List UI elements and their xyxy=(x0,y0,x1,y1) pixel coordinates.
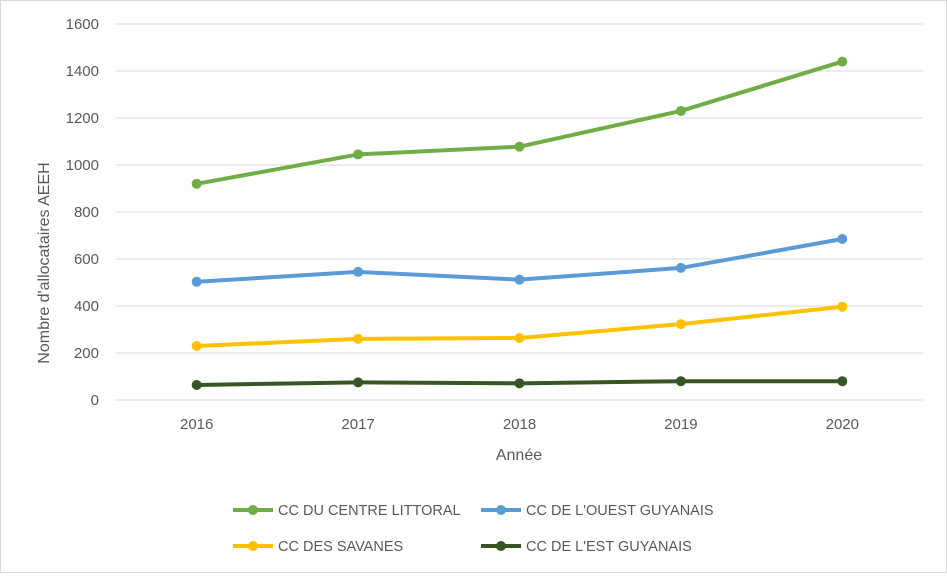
y-tick-label: 1600 xyxy=(66,16,99,33)
y-tick-label: 0 xyxy=(91,392,99,409)
y-tick-label: 1400 xyxy=(66,63,99,80)
series-2 xyxy=(191,234,848,287)
series-3 xyxy=(191,301,848,351)
x-tick-label: 2016 xyxy=(180,416,213,433)
data-point xyxy=(514,141,525,152)
x-tick-label: 2017 xyxy=(341,416,374,433)
data-point xyxy=(514,378,525,389)
series-4 xyxy=(191,376,848,390)
data-point xyxy=(675,262,686,273)
data-point xyxy=(837,56,848,67)
y-axis-title: Nombre d'allocataires AEEH xyxy=(36,162,53,363)
legend-item: CC DE L'OUEST GUYANAIS xyxy=(481,503,714,519)
legend-swatch-marker xyxy=(248,541,258,551)
y-tick-label: 1000 xyxy=(66,157,99,174)
y-tick-label: 400 xyxy=(74,298,99,315)
data-point xyxy=(514,274,525,285)
data-point xyxy=(675,105,686,116)
y-tick-label: 1200 xyxy=(66,110,99,127)
data-point xyxy=(191,178,202,189)
y-tick-label: 200 xyxy=(74,345,99,362)
data-point xyxy=(675,376,686,387)
data-point xyxy=(837,376,848,387)
data-point xyxy=(191,276,202,287)
legend-item: CC DE L'EST GUYANAIS xyxy=(481,539,692,555)
legend-item: CC DU CENTRE LITTORAL xyxy=(233,503,461,519)
legend-label: CC DU CENTRE LITTORAL xyxy=(278,503,461,519)
legend-label: CC DE L'OUEST GUYANAIS xyxy=(526,503,714,519)
legend-label: CC DE L'EST GUYANAIS xyxy=(526,539,692,555)
legend: CC DU CENTRE LITTORAL CC DE L'OUEST GUYAN… xyxy=(233,503,714,555)
y-axis-ticks: 0 200 400 600 800 1000 1200 1400 1600 xyxy=(66,16,99,409)
data-point xyxy=(514,332,525,343)
x-tick-label: 2018 xyxy=(503,416,536,433)
data-point xyxy=(191,340,202,351)
x-axis-title: Année xyxy=(496,447,542,464)
series-group xyxy=(191,56,848,390)
y-tick-label: 600 xyxy=(74,251,99,268)
data-point xyxy=(353,333,364,344)
legend-swatch-marker xyxy=(248,505,258,515)
series-1 xyxy=(191,56,848,189)
data-point xyxy=(191,379,202,390)
legend-swatch-marker xyxy=(496,505,506,515)
gridlines xyxy=(116,23,923,401)
data-point xyxy=(353,266,364,277)
x-axis-ticks: 2016 2017 2018 2019 2020 xyxy=(180,416,859,433)
x-tick-label: 2020 xyxy=(826,416,859,433)
legend-item: CC DES SAVANES xyxy=(233,539,403,555)
data-point xyxy=(353,149,364,160)
legend-label: CC DES SAVANES xyxy=(278,539,403,555)
x-tick-label: 2019 xyxy=(664,416,697,433)
data-point xyxy=(675,319,686,330)
y-tick-label: 800 xyxy=(74,204,99,221)
data-point xyxy=(837,301,848,312)
data-point xyxy=(837,234,848,245)
data-point xyxy=(353,377,364,388)
legend-swatch-marker xyxy=(496,541,506,551)
